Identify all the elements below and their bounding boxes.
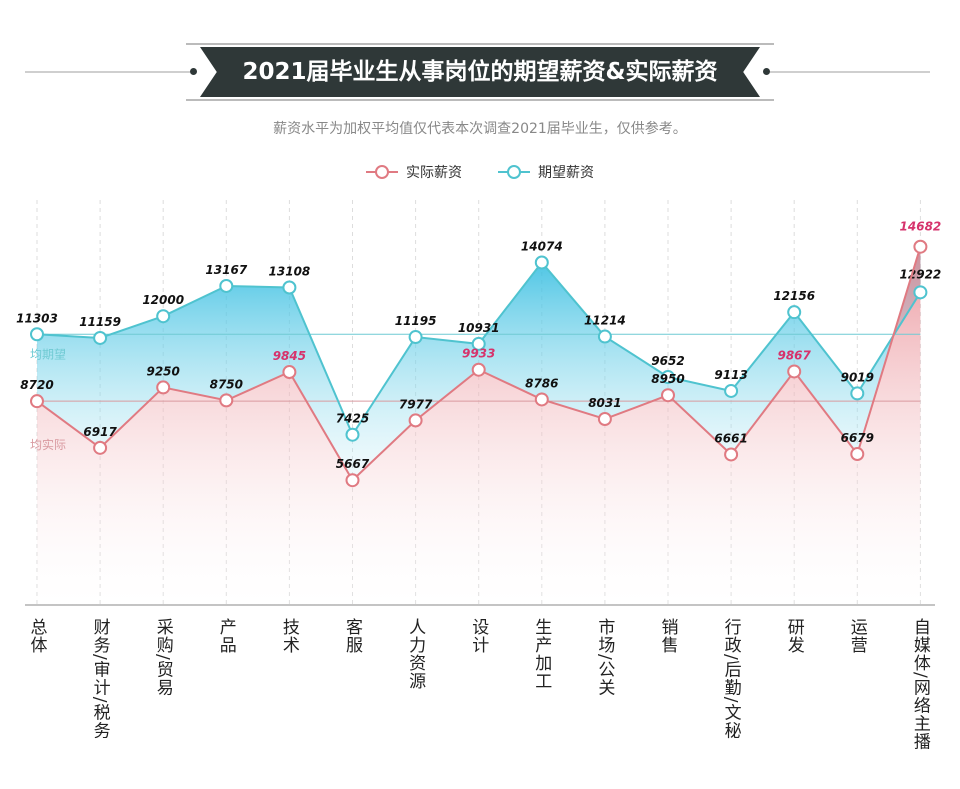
actual-data-label: 8950 — [651, 372, 684, 386]
actual-point — [156, 380, 171, 395]
legend-label-actual: 实际薪资 — [406, 165, 462, 181]
actual-point — [850, 447, 865, 462]
chart-title: 2021届毕业生从事岗位的期望薪资&实际薪资 — [242, 59, 718, 85]
legend: 实际薪资 期望薪资 — [0, 162, 960, 182]
legend-item-expected: 期望薪资 — [498, 162, 594, 182]
actual-data-label: 6917 — [83, 425, 117, 439]
actual-data-label: 5667 — [336, 457, 370, 471]
actual-data-label: 8750 — [210, 377, 243, 391]
actual-point — [597, 411, 612, 426]
x-tick-label: 采购/贸易 — [152, 618, 173, 697]
actual-point — [471, 362, 486, 377]
expected-point — [850, 386, 865, 401]
expected-point — [471, 336, 486, 351]
legend-marker-expected — [498, 165, 530, 179]
actual-point — [408, 413, 423, 428]
x-tick-label: 产品 — [215, 618, 236, 654]
expected-data-label: 11303 — [16, 311, 58, 325]
title-rule-right — [770, 71, 930, 73]
x-tick-label: 人力资源 — [405, 618, 426, 690]
expected-data-label: 9019 — [841, 370, 874, 384]
x-tick-label: 设计 — [468, 618, 489, 654]
expected-data-label: 9652 — [651, 354, 684, 368]
expected-data-label: 7425 — [336, 412, 369, 426]
expected-point — [93, 330, 108, 345]
title-banner-outline — [186, 43, 774, 101]
x-tick-label: 客服 — [342, 618, 362, 654]
actual-data-label: 14682 — [900, 220, 942, 234]
expected-data-label: 10931 — [458, 321, 500, 335]
actual-point — [661, 388, 675, 403]
x-tick-label: 销售 — [657, 618, 678, 654]
actual-point — [345, 473, 360, 488]
expected-data-label: 11195 — [395, 314, 437, 328]
expected-area — [37, 246, 921, 481]
x-tick-label: 自媒体/网络主播 — [909, 618, 930, 751]
x-tick-label: 运营 — [846, 618, 867, 654]
actual-data-label: 8786 — [525, 376, 558, 390]
expected-point — [787, 305, 802, 320]
actual-point — [282, 365, 297, 380]
expected-data-label: 12156 — [773, 289, 815, 303]
legend-marker-actual — [366, 165, 398, 179]
x-tick-label: 技术 — [278, 618, 299, 654]
actual-point — [724, 447, 739, 462]
expected-point — [156, 309, 171, 324]
x-tick-label: 总体 — [26, 618, 47, 654]
actual-data-label: 6679 — [841, 431, 874, 445]
expected-data-label: 11159 — [79, 315, 121, 329]
expected-data-label: 14074 — [521, 239, 563, 253]
x-tick-label: 市场/公关 — [594, 618, 615, 697]
actual-data-label: 6661 — [714, 431, 747, 445]
x-tick-label: 行政/后勤/文秘 — [720, 618, 741, 740]
expected-data-label: 12000 — [142, 293, 184, 307]
expected-data-label: 13167 — [205, 263, 247, 277]
expected-point — [724, 383, 739, 398]
reference-label: 均实际 — [30, 437, 66, 452]
expected-data-label: 11214 — [584, 314, 626, 328]
expected-point — [661, 370, 675, 385]
title-banner — [200, 47, 760, 97]
expected-point — [345, 427, 360, 442]
expected-point — [282, 280, 297, 295]
expected-point — [219, 278, 234, 293]
actual-data-label: 8720 — [20, 378, 53, 392]
banner-dot-right — [763, 68, 770, 75]
actual-point — [30, 394, 44, 409]
expected-data-label: 12922 — [900, 267, 942, 281]
actual-data-label: 9933 — [462, 347, 495, 361]
expected-data-label: 9113 — [714, 368, 747, 382]
actual-point — [534, 392, 549, 407]
x-tick-label: 生产加工 — [531, 618, 552, 690]
expected-data-label: 13108 — [269, 265, 311, 279]
expected-point — [913, 285, 928, 300]
x-tick-label: 研发 — [783, 618, 804, 654]
actual-data-label: 9845 — [273, 349, 306, 363]
legend-item-actual: 实际薪资 — [366, 162, 462, 182]
actual-point — [93, 440, 108, 455]
actual-data-label: 7977 — [399, 397, 433, 411]
reference-label: 均期望 — [30, 347, 66, 361]
actual-area — [37, 246, 921, 605]
actual-line — [36, 246, 922, 482]
x-tick-label: 财务/审计/税务 — [89, 618, 110, 740]
expected-point — [534, 255, 549, 270]
actual-point — [787, 364, 802, 379]
expected-line — [36, 260, 922, 437]
expected-point — [30, 327, 44, 342]
actual-data-label: 9250 — [146, 364, 179, 378]
actual-point — [913, 239, 928, 254]
title-rule-left — [25, 71, 190, 73]
banner-dot-left — [190, 68, 197, 75]
expected-point — [597, 329, 612, 344]
actual-point — [219, 393, 234, 408]
legend-label-expected: 期望薪资 — [538, 165, 594, 181]
chart-subtitle: 薪资水平为加权平均值仅代表本次调查2021届毕业生，仅供参考。 — [273, 121, 687, 137]
expected-point — [408, 330, 423, 345]
actual-data-label: 9867 — [777, 348, 811, 362]
actual-data-label: 8031 — [588, 396, 621, 410]
